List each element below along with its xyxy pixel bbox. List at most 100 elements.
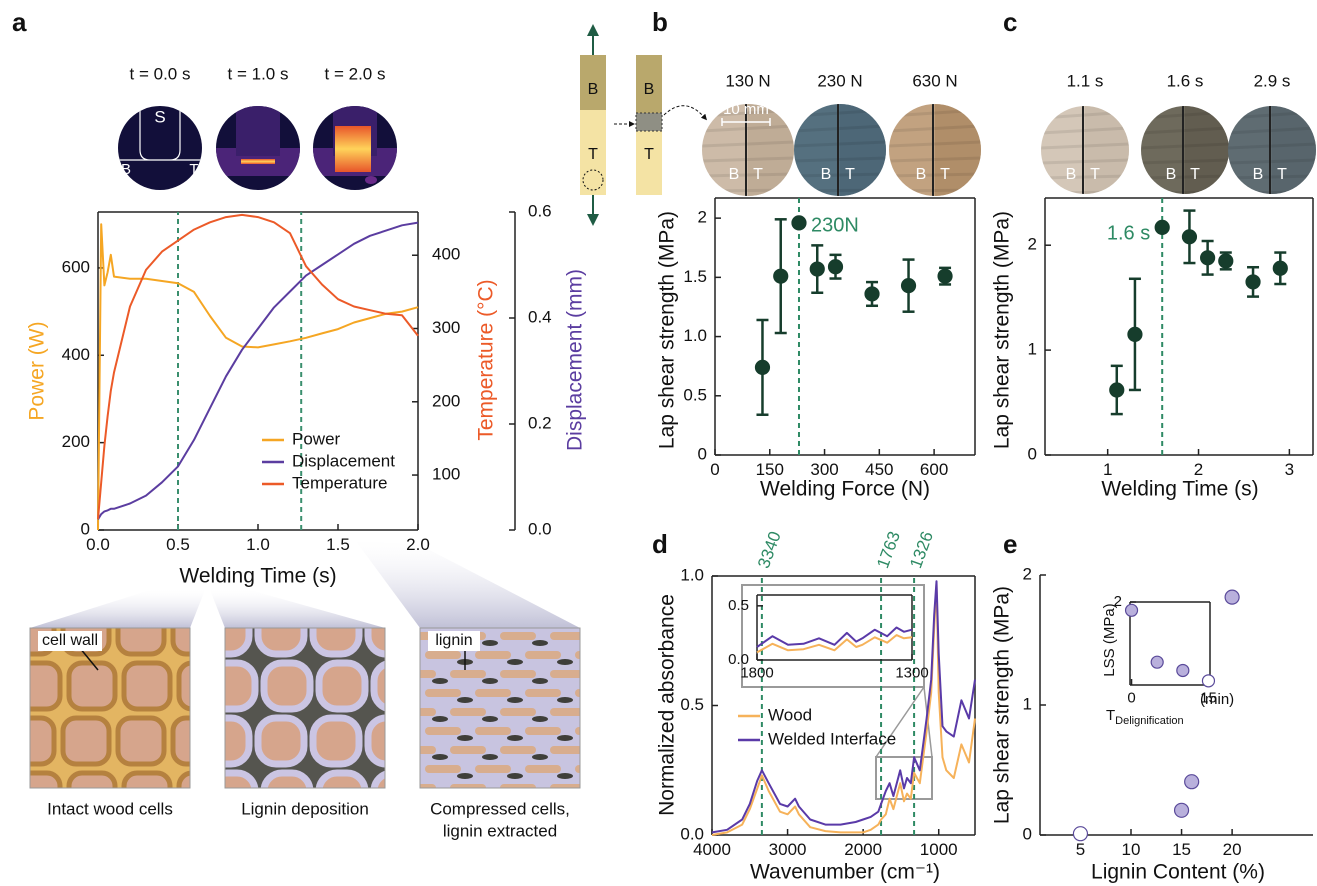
y-tick-label: 200 (62, 432, 90, 451)
point (755, 360, 769, 374)
void (482, 640, 498, 646)
x-axis-label: Welding Time (s) (179, 565, 336, 588)
void (582, 678, 598, 684)
compressed-cell (425, 727, 461, 735)
y2-tick-label: 200 (432, 391, 460, 410)
cell (14, 663, 60, 709)
x-tick-label: 1.0 (246, 535, 270, 554)
callout-fan (210, 590, 385, 628)
y3-tick-label: 0.2 (528, 413, 552, 432)
x-axis-label: TDelignification (1106, 707, 1184, 727)
side-label: B (1066, 166, 1077, 183)
cell (374, 773, 420, 819)
x-tick-label: 0.5 (166, 535, 190, 554)
point (792, 216, 806, 230)
grain (1228, 176, 1316, 178)
void (507, 697, 523, 703)
legend-label: Wood (768, 705, 812, 724)
point (1202, 675, 1214, 687)
grain (889, 174, 981, 176)
y3-tick-label: 0.6 (528, 201, 552, 220)
x-tick-label: 1300 (895, 664, 928, 681)
cell (179, 773, 225, 819)
thermal-label: t = 0.0 s (130, 64, 191, 83)
y-tick-label: 2 (698, 208, 707, 227)
void (457, 697, 473, 703)
compressed-cell (550, 670, 586, 678)
void (532, 792, 548, 798)
point (865, 287, 879, 301)
thermal-image (313, 106, 397, 190)
point (1185, 775, 1199, 789)
point (1219, 254, 1233, 268)
cell (319, 663, 365, 709)
compressed-cell (500, 632, 536, 640)
grain (702, 190, 794, 191)
y-tick-label: 0 (81, 519, 90, 538)
y-axis-label: Lap shear strength (MPa) (991, 211, 1014, 449)
y3-axis-label: Displacement (mm) (564, 269, 587, 451)
compressed-cell (525, 689, 561, 697)
y-tick-label: 1.0 (683, 326, 707, 345)
x-tick-label: 0 (1127, 689, 1135, 706)
void (482, 716, 498, 722)
x-tick-label: 600 (920, 460, 948, 479)
point (1128, 327, 1142, 341)
y-tick-label: 600 (62, 257, 90, 276)
compressed-cell (525, 727, 561, 735)
cell (8, 718, 54, 764)
void (532, 754, 548, 760)
y-tick-label: 0.5 (680, 695, 704, 714)
side-label: B (821, 166, 832, 183)
side-label: T (940, 166, 950, 183)
grain (1041, 176, 1129, 178)
point (810, 262, 824, 276)
side-label: B (729, 166, 740, 183)
side-label: T (1190, 166, 1200, 183)
compressed-cell (400, 670, 436, 678)
strip-label: B (588, 81, 599, 98)
y-tick-label: 2 (1023, 564, 1032, 583)
y2-axis-label: Temperature (°C) (475, 279, 498, 440)
panel-label: d (652, 529, 668, 559)
schematic-caption: Lignin deposition (241, 799, 369, 818)
thermal-image (216, 106, 300, 190)
cell (203, 718, 249, 764)
void (507, 659, 523, 665)
y-tick-label: 1.0 (680, 565, 704, 584)
point (829, 260, 843, 274)
schematic (203, 608, 420, 819)
grain (1228, 192, 1316, 193)
compressed-cell (550, 632, 586, 640)
compressed-cell (525, 765, 561, 773)
cell (313, 718, 359, 764)
cell (124, 663, 170, 709)
void (582, 754, 598, 760)
x-tick-label: 1 (1103, 460, 1112, 479)
side-label: T (1277, 166, 1287, 183)
void (532, 640, 548, 646)
compressed-cell (400, 708, 436, 716)
legend-label: Power (292, 429, 341, 448)
legend-label: Displacement (292, 451, 395, 470)
wood-photo (794, 104, 886, 196)
compressed-cell (550, 746, 586, 754)
void (507, 773, 523, 779)
callout-fan (30, 590, 205, 628)
x-axis-label-subscript: Delignification (1115, 715, 1183, 727)
side-label: B (1166, 166, 1177, 183)
panel-label: c (1003, 7, 1017, 37)
y-tick-label: 400 (62, 345, 90, 364)
void (557, 697, 573, 703)
y2-tick-label: 300 (432, 318, 460, 337)
compressed-cell (450, 708, 486, 716)
schematic-tag: lignin (435, 632, 472, 649)
x-axis-label-unit: (min) (1200, 691, 1234, 708)
grain (1141, 192, 1229, 193)
void (532, 678, 548, 684)
compressed-cell (475, 651, 511, 659)
schematic-caption: Intact wood cells (47, 799, 173, 818)
figure: Intact wood cellscell wallLignin deposit… (0, 0, 1317, 886)
point (1073, 827, 1087, 841)
compressed-cell (425, 765, 461, 773)
